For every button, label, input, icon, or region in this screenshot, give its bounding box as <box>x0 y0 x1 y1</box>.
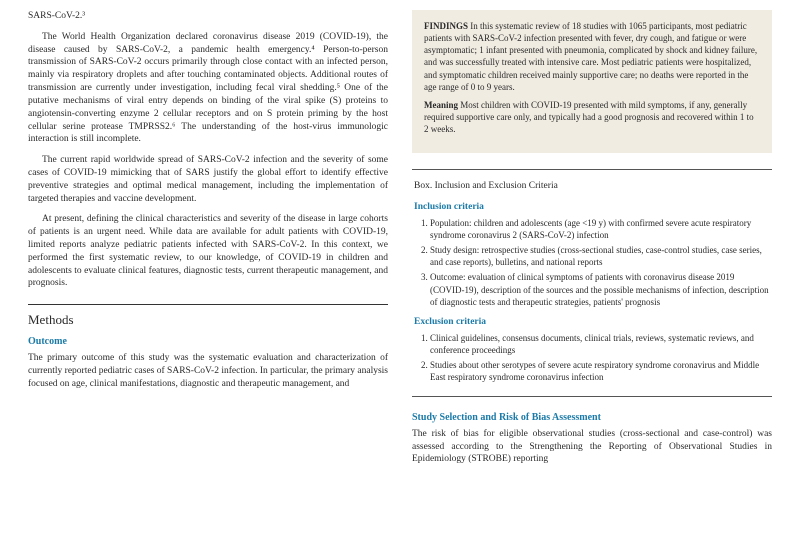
inclusion-head: Inclusion criteria <box>414 201 770 214</box>
exclusion-head: Exclusion criteria <box>414 316 770 329</box>
body-text: SARS-CoV-2.³ <box>28 10 388 23</box>
list-item: Outcome: evaluation of clinical symptoms… <box>430 271 770 307</box>
criteria-box: Box. Inclusion and Exclusion Criteria In… <box>412 169 772 397</box>
body-text: The current rapid worldwide spread of SA… <box>28 154 388 205</box>
list-item: Study design: retrospective studies (cro… <box>430 244 770 268</box>
keypoints-box: FINDINGS In this systematic review of 18… <box>412 10 772 153</box>
body-text: The risk of bias for eligible observatio… <box>412 428 772 466</box>
findings-text: In this systematic review of 18 studies … <box>424 21 757 92</box>
meaning-text: Most children with COVID-19 presented wi… <box>424 100 754 134</box>
methods-heading: Methods <box>28 311 388 329</box>
findings-label: FINDINGS <box>424 21 468 31</box>
list-item: Studies about other serotypes of severe … <box>430 359 770 383</box>
section-rule <box>28 304 388 305</box>
body-text: At present, defining the clinical charac… <box>28 213 388 290</box>
study-selection-head: Study Selection and Risk of Bias Assessm… <box>412 411 772 425</box>
body-text: The primary outcome of this study was th… <box>28 352 388 390</box>
criteria-box-title: Box. Inclusion and Exclusion Criteria <box>414 180 770 193</box>
list-item: Clinical guidelines, consensus documents… <box>430 332 770 356</box>
body-text: The World Health Organization declared c… <box>28 31 388 146</box>
keypoints-meaning: Meaning Most children with COVID-19 pres… <box>424 99 760 135</box>
meaning-label: Meaning <box>424 100 458 110</box>
keypoints-findings: FINDINGS In this systematic review of 18… <box>424 20 760 93</box>
list-item: Population: children and adolescents (ag… <box>430 217 770 241</box>
exclusion-list: Clinical guidelines, consensus documents… <box>414 332 770 384</box>
inclusion-list: Population: children and adolescents (ag… <box>414 217 770 308</box>
outcome-subhead: Outcome <box>28 335 388 349</box>
